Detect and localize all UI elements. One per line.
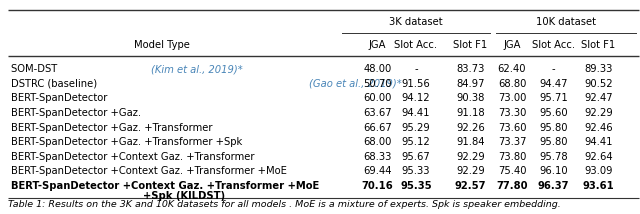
Text: -: - <box>552 64 556 74</box>
Text: 70.16: 70.16 <box>362 181 394 191</box>
Text: 92.26: 92.26 <box>456 123 484 132</box>
Text: 3K dataset: 3K dataset <box>389 18 443 27</box>
Text: 96.37: 96.37 <box>538 181 570 191</box>
Text: 91.56: 91.56 <box>402 79 430 89</box>
Text: 73.37: 73.37 <box>498 137 526 147</box>
Text: BERT-SpanDetector: BERT-SpanDetector <box>11 94 108 103</box>
Text: 95.71: 95.71 <box>540 94 568 103</box>
Text: 96.10: 96.10 <box>540 166 568 176</box>
Text: BERT-SpanDetector +Context Gaz. +Transformer: BERT-SpanDetector +Context Gaz. +Transfo… <box>11 152 254 162</box>
Text: 95.67: 95.67 <box>402 152 430 162</box>
Text: BERT-SpanDetector +Gaz. +Transformer +Spk: BERT-SpanDetector +Gaz. +Transformer +Sp… <box>11 137 242 147</box>
Text: 60.00: 60.00 <box>364 94 392 103</box>
Text: 73.00: 73.00 <box>498 94 526 103</box>
Text: 62.40: 62.40 <box>498 64 526 74</box>
Text: 50.70: 50.70 <box>364 79 392 89</box>
Text: 92.46: 92.46 <box>584 123 612 132</box>
Text: 94.41: 94.41 <box>402 108 430 118</box>
Text: 91.18: 91.18 <box>456 108 484 118</box>
Text: 90.52: 90.52 <box>584 79 612 89</box>
Text: 77.80: 77.80 <box>496 181 528 191</box>
Text: 73.30: 73.30 <box>498 108 526 118</box>
Text: 94.47: 94.47 <box>540 79 568 89</box>
Text: BERT-SpanDetector +Gaz. +Transformer: BERT-SpanDetector +Gaz. +Transformer <box>11 123 212 132</box>
Text: 92.29: 92.29 <box>584 108 612 118</box>
Text: (Kim et al., 2019)*: (Kim et al., 2019)* <box>151 64 243 74</box>
Text: 73.60: 73.60 <box>498 123 526 132</box>
Text: Slot Acc.: Slot Acc. <box>532 40 575 50</box>
Text: 73.80: 73.80 <box>498 152 526 162</box>
Text: 68.80: 68.80 <box>498 79 526 89</box>
Text: 68.00: 68.00 <box>364 137 392 147</box>
Text: 92.57: 92.57 <box>454 181 486 191</box>
Text: 48.00: 48.00 <box>364 64 392 74</box>
Text: 68.33: 68.33 <box>364 152 392 162</box>
Text: 92.47: 92.47 <box>584 94 612 103</box>
Text: 91.84: 91.84 <box>456 137 484 147</box>
Text: BERT-SpanDetector +Context Gaz. +Transformer +MoE: BERT-SpanDetector +Context Gaz. +Transfo… <box>11 166 287 176</box>
Text: 69.44: 69.44 <box>364 166 392 176</box>
Text: 10K dataset: 10K dataset <box>536 18 596 27</box>
Text: (Gao et al., 2019)*: (Gao et al., 2019)* <box>308 79 401 89</box>
Text: 95.78: 95.78 <box>540 152 568 162</box>
Text: 93.09: 93.09 <box>584 166 612 176</box>
Text: Table 1: Results on the 3K and 10K datasets for all models . MoE is a mixture of: Table 1: Results on the 3K and 10K datas… <box>8 200 561 209</box>
Text: -: - <box>414 64 418 74</box>
Text: 95.29: 95.29 <box>402 123 430 132</box>
Text: JGA: JGA <box>503 40 521 50</box>
Text: 95.35: 95.35 <box>400 181 432 191</box>
Text: 84.97: 84.97 <box>456 79 484 89</box>
Text: 90.38: 90.38 <box>456 94 484 103</box>
Text: 95.12: 95.12 <box>402 137 430 147</box>
Text: 83.73: 83.73 <box>456 64 484 74</box>
Text: 63.67: 63.67 <box>364 108 392 118</box>
Text: SOM-DST: SOM-DST <box>11 64 60 74</box>
Text: Slot F1: Slot F1 <box>453 40 488 50</box>
Text: 95.60: 95.60 <box>540 108 568 118</box>
Text: Slot Acc.: Slot Acc. <box>394 40 438 50</box>
Text: 92.64: 92.64 <box>584 152 612 162</box>
Text: DSTRC (baseline): DSTRC (baseline) <box>11 79 100 89</box>
Text: BERT-SpanDetector +Context Gaz. +Transformer +MoE: BERT-SpanDetector +Context Gaz. +Transfo… <box>11 181 319 191</box>
Text: +Spk (KILDST): +Spk (KILDST) <box>143 191 225 201</box>
Text: 95.80: 95.80 <box>540 137 568 147</box>
Text: Model Type: Model Type <box>134 40 190 50</box>
Text: 95.80: 95.80 <box>540 123 568 132</box>
Text: 95.33: 95.33 <box>402 166 430 176</box>
Text: BERT-SpanDetector +Gaz.: BERT-SpanDetector +Gaz. <box>11 108 141 118</box>
Text: 93.61: 93.61 <box>582 181 614 191</box>
Text: 94.41: 94.41 <box>584 137 612 147</box>
Text: 89.33: 89.33 <box>584 64 612 74</box>
Text: 92.29: 92.29 <box>456 166 484 176</box>
Text: 75.40: 75.40 <box>498 166 526 176</box>
Text: 92.29: 92.29 <box>456 152 484 162</box>
Text: 66.67: 66.67 <box>364 123 392 132</box>
Text: JGA: JGA <box>369 40 387 50</box>
Text: Slot F1: Slot F1 <box>581 40 616 50</box>
Text: 94.12: 94.12 <box>402 94 430 103</box>
